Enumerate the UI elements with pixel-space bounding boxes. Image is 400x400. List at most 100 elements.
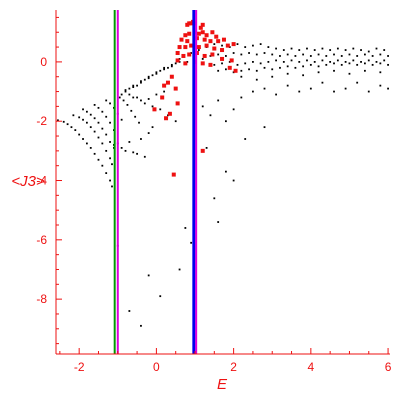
data-point-black <box>236 63 239 66</box>
data-point-black <box>93 117 96 120</box>
data-point-black <box>286 84 289 87</box>
data-point-black <box>140 99 142 102</box>
data-point-black <box>122 99 125 102</box>
axes: -2 0 2 4 6 -8 -6 -4 -2 0 <box>36 10 392 374</box>
x-tick-label: 4 <box>308 360 315 374</box>
data-point-black <box>120 118 123 121</box>
data-point-black <box>155 71 158 74</box>
data-point-red <box>208 62 213 67</box>
data-point-black <box>205 146 208 149</box>
data-point-black <box>105 133 108 136</box>
data-point-red <box>220 48 225 53</box>
data-point-black <box>321 81 324 84</box>
data-point-black <box>356 81 359 84</box>
data-point-black <box>89 113 92 116</box>
data-point-red <box>200 22 205 27</box>
data-point-black <box>143 102 146 105</box>
data-point-black <box>97 158 100 161</box>
data-point-black <box>82 108 84 111</box>
data-point-black <box>97 121 100 124</box>
data-point-black <box>132 96 135 99</box>
data-point-black <box>309 63 312 66</box>
data-point-black <box>178 268 181 271</box>
data-point-red <box>200 30 205 35</box>
data-point-black <box>294 66 297 69</box>
data-point-black <box>128 310 131 312</box>
data-point-red <box>189 43 194 48</box>
data-point-black <box>140 80 142 83</box>
y-tick-label: 0 <box>40 55 47 69</box>
data-point-black <box>136 152 138 155</box>
x-tick-label: 0 <box>153 360 160 374</box>
data-point-black <box>375 47 378 50</box>
data-point-black <box>321 47 324 50</box>
data-point-red <box>181 53 186 58</box>
data-point-black <box>132 86 135 89</box>
data-point-red <box>227 65 232 70</box>
data-point-black <box>184 227 187 229</box>
data-point-black <box>170 63 173 66</box>
data-point-black <box>213 63 216 66</box>
data-point-red <box>204 43 209 48</box>
data-point-black <box>317 53 320 56</box>
data-point-black <box>348 72 351 75</box>
data-point-black <box>126 103 129 106</box>
data-point-black <box>85 110 88 113</box>
data-point-black <box>232 108 235 111</box>
data-point-black <box>109 121 111 124</box>
data-point-black <box>282 49 285 51</box>
data-point-black <box>275 47 277 50</box>
data-point-black <box>120 146 123 149</box>
data-point-black <box>118 96 121 99</box>
data-point-black <box>263 66 266 69</box>
data-point-black <box>352 47 355 50</box>
data-point-red <box>220 56 225 61</box>
data-point-black <box>101 164 104 167</box>
data-point-black <box>66 123 69 126</box>
data-point-black <box>267 60 270 63</box>
data-point-black <box>379 53 382 56</box>
data-point-black <box>143 155 146 158</box>
data-point-black <box>294 55 297 57</box>
data-point-black <box>159 295 162 298</box>
data-point-black <box>97 106 100 109</box>
data-point-black <box>232 52 235 54</box>
data-point-black <box>248 52 250 54</box>
data-point-red <box>187 52 192 57</box>
data-point-black <box>267 46 270 48</box>
data-point-black <box>217 221 220 223</box>
data-point-black <box>101 110 104 113</box>
data-point-black <box>255 69 258 72</box>
data-point-black <box>371 63 374 66</box>
data-point-black <box>163 90 166 93</box>
data-point-black <box>134 115 137 118</box>
data-point-black <box>263 52 266 54</box>
data-point-red <box>160 95 165 100</box>
plot-area <box>57 10 389 354</box>
data-point-black <box>140 81 142 84</box>
data-point-red <box>196 45 201 50</box>
data-point-black <box>387 63 389 66</box>
data-point-black <box>329 60 332 63</box>
data-point-red <box>183 45 188 50</box>
data-point-red <box>162 83 167 88</box>
data-point-black <box>387 55 389 57</box>
data-point-black <box>217 69 220 72</box>
data-point-black <box>105 115 108 118</box>
data-point-black <box>252 60 254 63</box>
data-point-black <box>240 96 243 99</box>
data-point-black <box>364 53 366 56</box>
data-point-black <box>375 60 378 63</box>
data-point-black <box>201 58 204 60</box>
data-point-red <box>169 74 174 79</box>
data-point-red <box>183 61 188 66</box>
data-point-red <box>165 80 170 85</box>
data-point-black <box>124 89 127 91</box>
data-point-red <box>221 37 226 42</box>
data-point-black <box>317 65 320 68</box>
data-point-black <box>275 59 277 62</box>
data-point-red <box>200 61 205 66</box>
data-point-black <box>217 99 220 102</box>
data-point-black <box>290 47 293 50</box>
data-point-red <box>233 68 238 73</box>
